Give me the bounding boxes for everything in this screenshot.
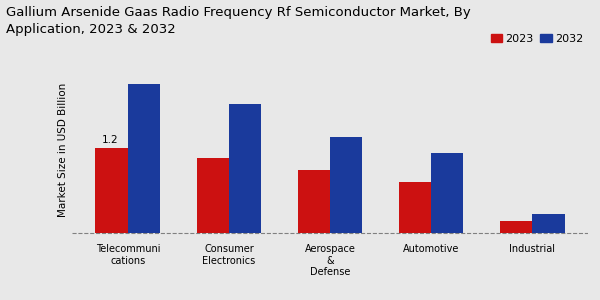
- Bar: [229, 103, 261, 233]
- Legend: 2023, 2032: 2023, 2032: [487, 30, 587, 49]
- Bar: [431, 153, 463, 233]
- Bar: [500, 221, 532, 233]
- Text: Gallium Arsenide Gaas Radio Frequency Rf Semiconductor Market, By
Application, 2: Gallium Arsenide Gaas Radio Frequency Rf…: [6, 6, 471, 36]
- Bar: [128, 84, 160, 233]
- Bar: [298, 170, 330, 233]
- Bar: [95, 148, 128, 233]
- Bar: [399, 182, 431, 233]
- Bar: [532, 214, 565, 233]
- Y-axis label: Market Size in USD Billion: Market Size in USD Billion: [58, 82, 68, 217]
- Bar: [330, 137, 362, 233]
- Text: 1.2: 1.2: [103, 135, 119, 145]
- Bar: [197, 158, 229, 233]
